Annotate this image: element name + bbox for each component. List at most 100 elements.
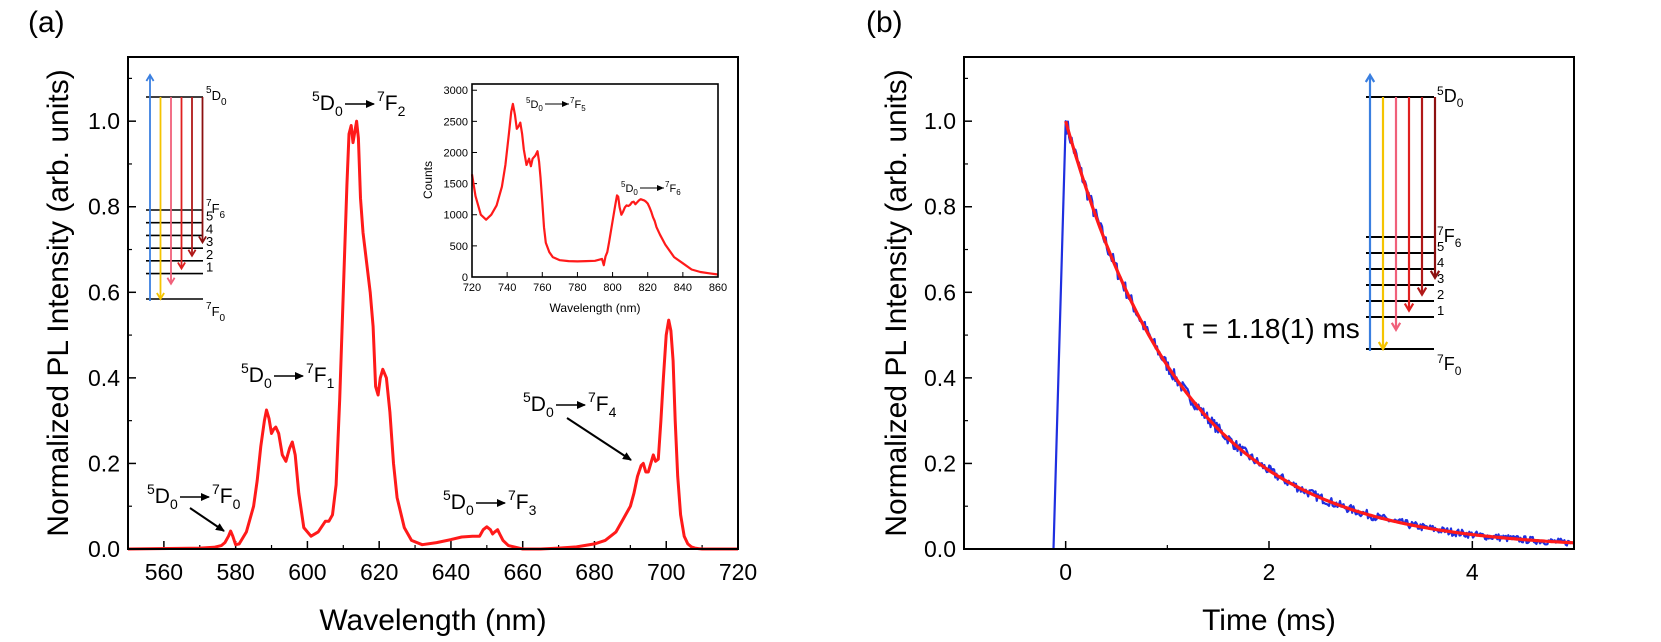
level-label-7f0: 7F0 [1437,352,1462,378]
panel-a-x-tick-label: 660 [504,559,542,585]
pointer-arrow-7f0 [189,507,225,532]
level-label-2: 2 [1437,287,1444,302]
inset-y-tick-label: 0 [462,272,468,284]
svg-text:5D0: 5D0 [523,389,554,420]
level-label-3: 3 [206,234,213,249]
level-label-7f6: 7F6 [1437,224,1462,250]
panel-a-y-tick-label: 0.4 [88,365,120,391]
panel-b-x-tick-label: 0 [1059,559,1072,585]
level-label-3: 3 [1437,271,1444,286]
arrow-to-7f4-head [1429,270,1441,280]
inset-x-tick-label: 760 [533,282,551,294]
panel-b-y-tick-label: 0.6 [924,279,956,305]
arrow-to-7f1-head [1390,322,1402,332]
inset-x-tick-label: 720 [463,282,481,294]
annotation-5d0-7f0: 5D0 7F0 [147,481,241,532]
level-label-4: 4 [1437,255,1444,270]
panel-b-ticks: 0 2 4 0.0 0.2 0.4 0.6 0.8 1.0 [924,77,1575,585]
panel-a-ticks: 560 580 600 620 640 660 680 700 720 0.0 0.2 0.4 0.6 0… [88,77,757,585]
arrow-to-7f1-head [166,277,176,286]
svg-text:7F0: 7F0 [212,481,241,512]
svg-text:7F2: 7F2 [377,88,406,119]
panel-b: 0 2 4 0.0 0.2 0.4 0.6 0.8 1.0 Time (ms) Normaliz… [880,56,1575,637]
panel-b-y-tick-label: 0.0 [924,536,956,562]
panel-a-y-tick-label: 0.6 [88,279,120,305]
inset-annotation-7f5: 5D0 7F5 [526,96,586,113]
svg-text:7F4: 7F4 [588,389,617,420]
level-label-5d0: 5D0 [206,85,227,108]
inset-y-axis-title: Counts [421,161,435,199]
level-label-1: 1 [206,260,213,275]
arrow-to-7f2-head [177,262,186,271]
arrow-to-7f3-head [1416,287,1428,297]
inset-annotation-7f6: 5D0 7F6 [621,180,681,197]
panel-a-x-axis-title: Wavelength (nm) [319,604,546,637]
panel-a-x-tick-label: 620 [360,559,398,585]
panel-b-y-tick-label: 1.0 [924,108,956,134]
arrow-to-7f3-head [187,249,197,258]
panel-b-frame [963,56,1575,550]
level-label-7f0: 7F0 [206,301,226,324]
panel-a-y-tick-label: 0.2 [88,450,120,476]
arrow-to-7f4-head [198,235,207,245]
level-label-5: 5 [206,209,213,224]
level-label-4: 4 [206,221,213,236]
panel-b-series [1052,120,1575,550]
inset-x-tick-label: 820 [639,282,657,294]
svg-text:5D0: 5D0 [147,481,178,512]
panel-a-y-tick-label: 0.0 [88,536,120,562]
inset-y-tick-label: 2500 [444,116,468,128]
panel-a-x-tick-label: 640 [432,559,470,585]
inset-x-tick-label: 740 [498,282,516,294]
annotation-5d0-7f2: 5D0 7F2 [312,88,406,119]
panel-b-x-tick-label: 4 [1466,559,1479,585]
exponential-fit-line [1064,120,1575,545]
panel-a-x-tick-label: 580 [216,559,254,585]
annotation-5d0-7f1: 5D0 7F1 [241,360,335,391]
inset-y-tick-label: 500 [450,241,468,253]
inset-y-tick-label: 1500 [444,179,468,191]
panel-label-a: (a) [28,6,65,39]
panel-a-series [127,119,738,551]
inset-x-axis-title: Wavelength (nm) [550,301,641,315]
inset-background [470,82,720,280]
svg-text:5D0: 5D0 [443,487,474,518]
annotation-5d0-7f4: 5D0 7F4 [523,389,632,461]
panel-b-y-tick-label: 0.8 [924,194,956,220]
panel-b-y-tick-label: 0.2 [924,450,956,476]
arrow-to-7f0-head [1377,341,1389,352]
svg-text:7F5: 7F5 [570,96,586,113]
panel-a: 560 580 600 620 640 660 680 700 720 0.0 0.2 0.4 0.6 0… [42,56,757,637]
panel-b-x-axis-title: Time (ms) [1202,604,1336,637]
annotation-5d0-7f3: 5D0 7F3 [443,487,537,518]
panel-a-x-tick-label: 560 [145,559,183,585]
arrow-to-7f2-head [1403,303,1415,313]
panel-a-y-axis-title: Normalized PL Intensity (arb. units) [42,69,75,536]
svg-text:5D0: 5D0 [241,360,272,391]
panel-a-y-tick-label: 0.8 [88,194,120,220]
inset-x-tick-label: 840 [674,282,692,294]
inset-x-tick-label: 860 [709,282,727,294]
svg-text:7F3: 7F3 [508,487,537,518]
excitation-arrow-head [1364,72,1376,83]
inset-chart: 720 740 760 780 800 820 840 860 0 500 1000 1500 2000… [421,82,727,315]
inset-x-tick-label: 800 [603,282,621,294]
svg-text:5D0: 5D0 [621,180,638,197]
panel-b-y-tick-label: 0.4 [924,365,956,391]
inset-series [470,102,719,276]
arrow-to-7f0-head [156,292,165,301]
panel-a-x-tick-label: 700 [647,559,685,585]
panel-b-x-tick-label: 2 [1263,559,1276,585]
inset-spectrum-line [470,102,719,276]
inset-y-tick-label: 1000 [444,210,468,222]
panel-label-b: (b) [866,6,903,39]
inset-frame [471,83,719,278]
svg-text:7F1: 7F1 [306,360,335,391]
panel-a-x-tick-label: 600 [288,559,326,585]
panel-a-y-tick-label: 1.0 [88,108,120,134]
panel-a-x-tick-label: 680 [575,559,613,585]
svg-text:5D0: 5D0 [526,96,543,113]
